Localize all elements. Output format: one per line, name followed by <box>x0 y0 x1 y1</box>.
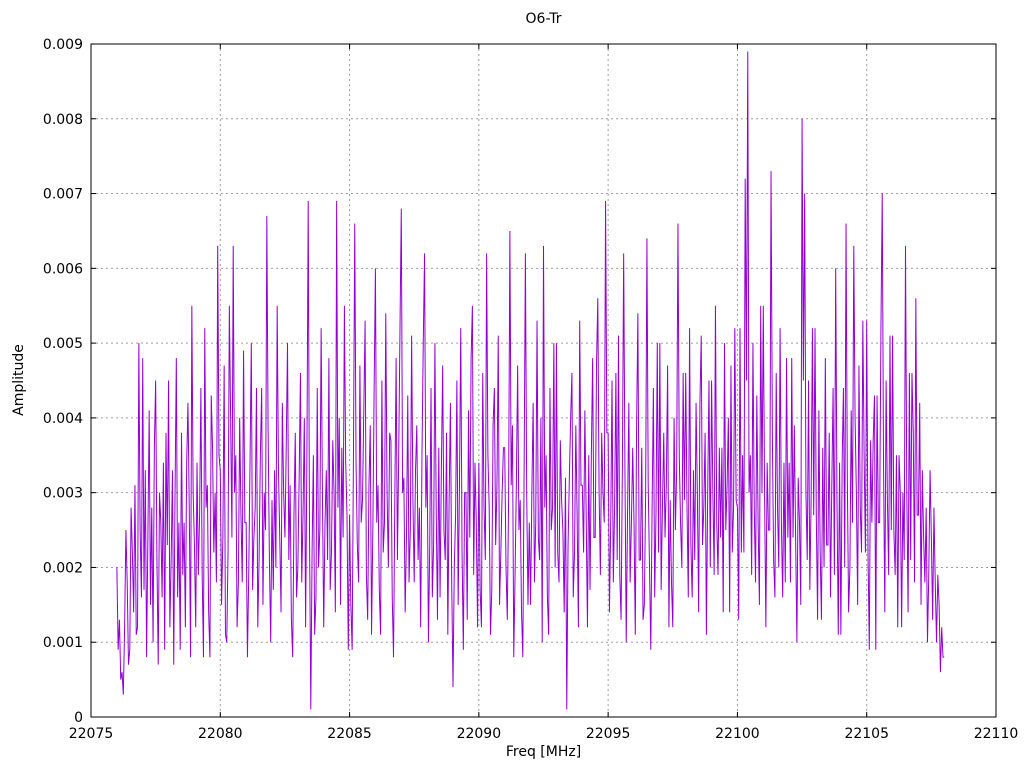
y-tick-label: 0.006 <box>43 261 83 277</box>
plot-border <box>90 43 997 718</box>
x-tick-label: 22100 <box>715 726 760 742</box>
y-tick-label: 0.004 <box>43 411 83 427</box>
data-polyline <box>116 51 945 710</box>
y-tick-label: 0.002 <box>43 560 83 576</box>
y-tick-label: 0.009 <box>43 37 83 53</box>
x-tick-label: 22090 <box>457 726 502 742</box>
chart-title: O6-Tr <box>525 11 562 27</box>
x-tick-label: 22080 <box>198 726 243 742</box>
x-axis-label: Freq [MHz] <box>505 744 582 760</box>
y-tick-label: 0 <box>74 710 83 726</box>
y-tick-label: 0.005 <box>43 336 83 352</box>
y-tick-label: 0.007 <box>43 187 83 203</box>
y-tick-label: 0.003 <box>43 486 83 502</box>
y-tick-label: 0.008 <box>43 112 83 128</box>
x-tick-label: 22075 <box>69 726 114 742</box>
x-tick-label: 22095 <box>586 726 631 742</box>
x-tick-label: 22105 <box>844 726 889 742</box>
x-tick-label: 22110 <box>974 726 1019 742</box>
x-tick-label: 22085 <box>327 726 372 742</box>
y-tick-label: 0.001 <box>43 635 83 651</box>
